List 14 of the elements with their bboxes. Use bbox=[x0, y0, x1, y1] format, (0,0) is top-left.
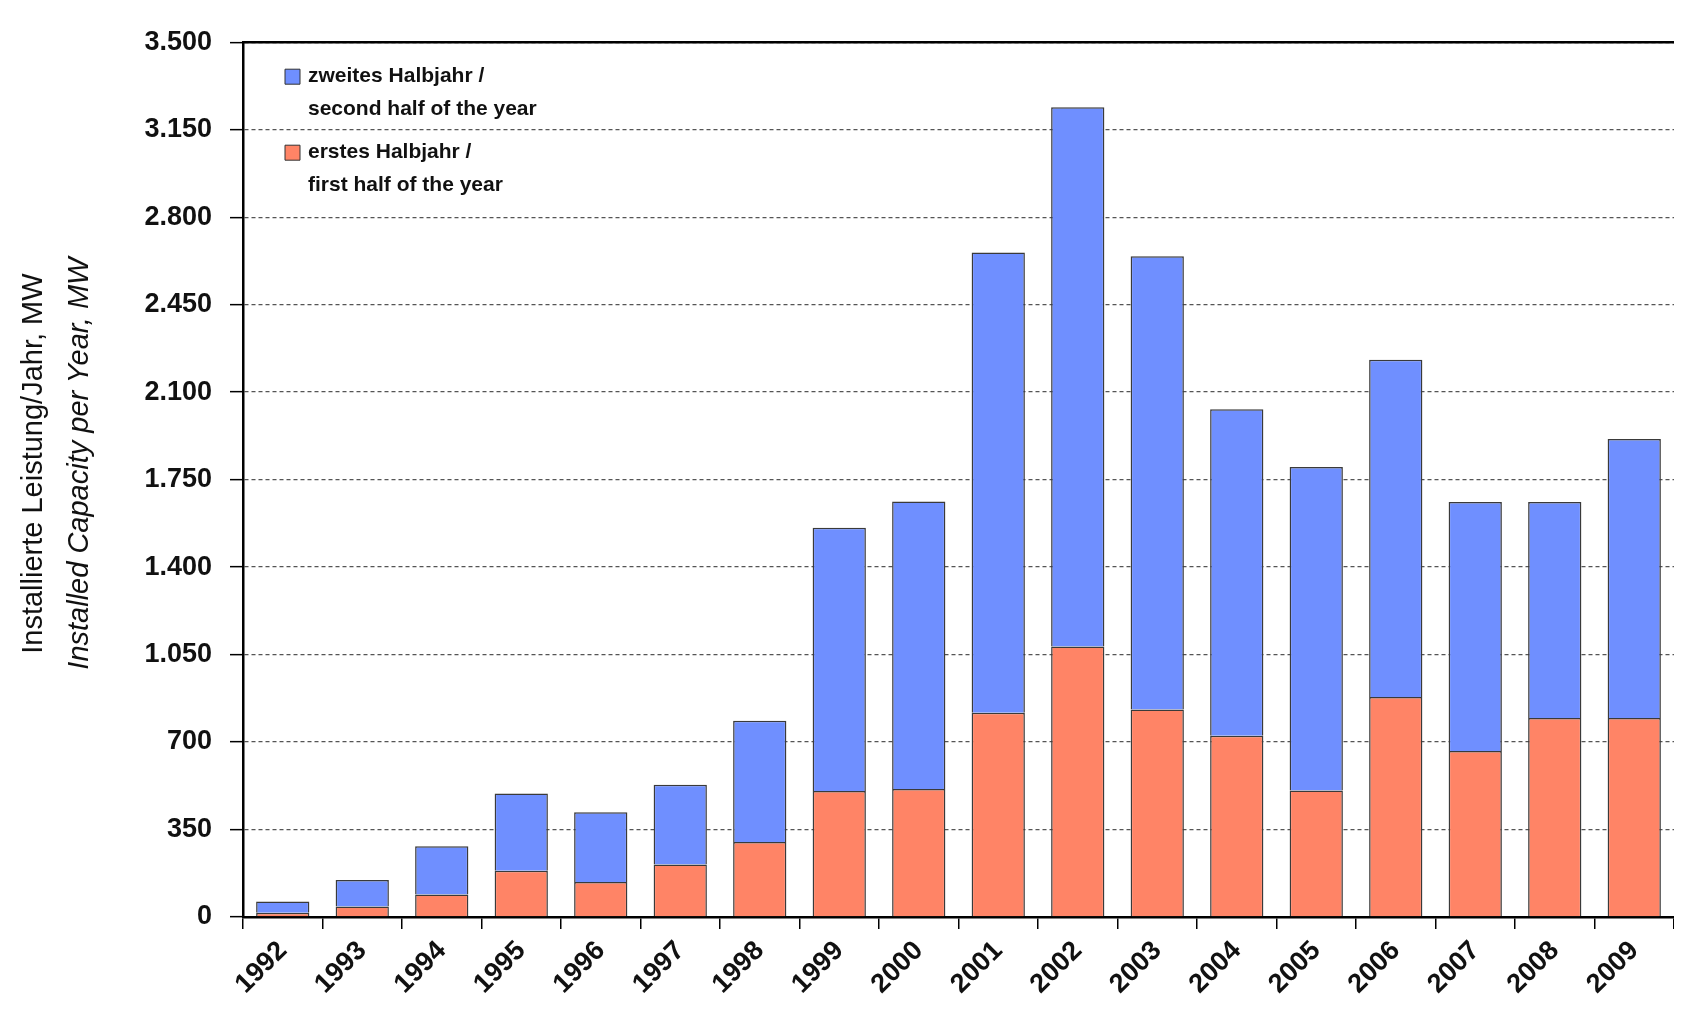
y-tick-label: 700 bbox=[166, 725, 212, 756]
y-tick-label: 1.750 bbox=[144, 463, 212, 494]
legend-label: erstes Halbjahr / first half of the year bbox=[308, 139, 503, 196]
y-axis-title: Installierte Leistung/Jahr, MW Installed Capacity per Year, MW bbox=[16, 254, 95, 670]
y-tick-label: 2.450 bbox=[144, 288, 212, 319]
y-tick-label: 350 bbox=[166, 812, 212, 843]
y-tick-label: 3.150 bbox=[144, 113, 212, 144]
y-tick-label: 2.800 bbox=[144, 200, 212, 231]
y-tick-label: 2.100 bbox=[144, 375, 212, 406]
y-tick-label: 3.500 bbox=[144, 25, 212, 56]
y-tick-label: 0 bbox=[196, 900, 212, 931]
y-tick-label: 1.050 bbox=[144, 638, 212, 669]
y-tick-label: 1.400 bbox=[144, 550, 212, 581]
legend-label: zweites Halbjahr / second half of the year bbox=[308, 63, 537, 120]
